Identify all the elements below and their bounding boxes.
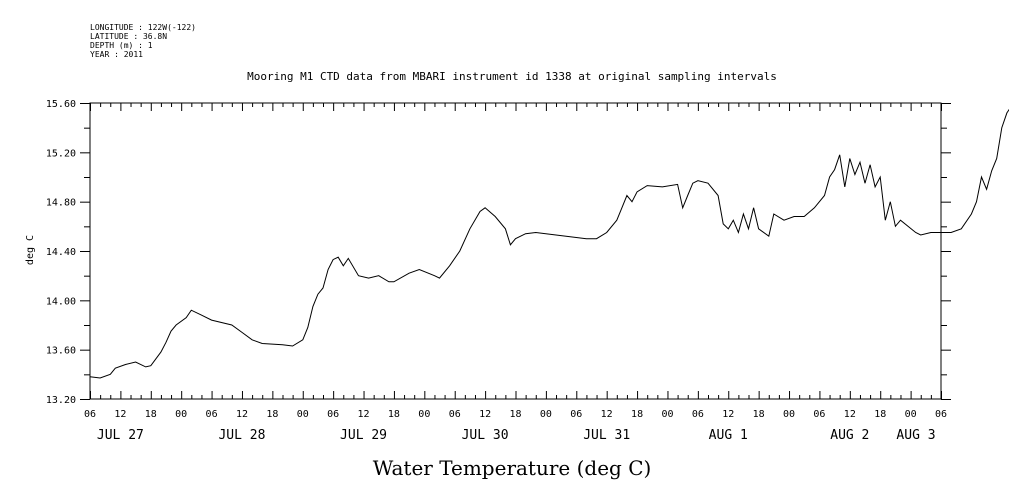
x-tick-labels: 06 12 18 00 06 12 18 00 06 12 18 00 06 12 18 00 06 12 18 00… xyxy=(84,409,947,420)
x-day-label: AUG 3 xyxy=(896,428,935,443)
x-tick-label: 00 xyxy=(297,409,309,420)
y-tick-label: 15.20 xyxy=(46,148,76,159)
x-tick-label: 06 xyxy=(206,409,218,420)
x-tick-label: 00 xyxy=(175,409,187,420)
x-tick-label: 12 xyxy=(844,409,856,420)
x-tick-label: 12 xyxy=(236,409,248,420)
x-tick-label: 06 xyxy=(84,409,96,420)
x-tick-label: 06 xyxy=(449,409,461,420)
metadata-block: LONGITUDE : 122W(-122) LATITUDE : 36.8N … xyxy=(90,23,196,59)
x-tick-label: 06 xyxy=(327,409,339,420)
x-tick-label: 06 xyxy=(692,409,704,420)
x-tick-label: 18 xyxy=(874,409,886,420)
x-tick-label: 00 xyxy=(418,409,430,420)
meta-year: YEAR : 2011 xyxy=(90,50,143,59)
x-tick-label: 12 xyxy=(479,409,491,420)
x-day-label: JUL 29 xyxy=(340,428,387,443)
x-tick-label: 12 xyxy=(114,409,126,420)
x-tick-label: 00 xyxy=(783,409,795,420)
y-tick-label: 13.20 xyxy=(46,395,76,406)
x-tick-label: 00 xyxy=(661,409,673,420)
x-tick-label: 06 xyxy=(570,409,582,420)
meta-longitude: LONGITUDE : 122W(-122) xyxy=(90,23,196,32)
x-tick-label: 00 xyxy=(905,409,917,420)
x-axis-label: Water Temperature (deg C) xyxy=(373,456,652,480)
x-tick-label: 18 xyxy=(753,409,765,420)
y-tick-labels: 13.20 13.60 14.00 14.40 14.80 15.20 15.60 xyxy=(46,99,76,406)
x-tick-label: 18 xyxy=(388,409,400,420)
water-temperature-line xyxy=(89,108,1009,379)
plot-frame xyxy=(89,102,942,400)
y-tick-label: 14.00 xyxy=(46,296,76,307)
y-tick-label: 13.60 xyxy=(46,346,76,357)
chart-title: Mooring M1 CTD data from MBARI instrumen… xyxy=(247,70,777,83)
meta-latitude: LATITUDE : 36.8N xyxy=(90,32,167,41)
x-tick-label: 12 xyxy=(358,409,370,420)
meta-depth: DEPTH (m) : 1 xyxy=(90,41,153,50)
x-day-labels: JUL 27 JUL 28 JUL 29 JUL 30 JUL 31 AUG 1 AUG 2… xyxy=(97,428,936,443)
x-day-label: JUL 30 xyxy=(462,428,509,443)
axis-ticks xyxy=(80,103,951,400)
x-day-label: JUL 27 xyxy=(97,428,144,443)
x-tick-label: 00 xyxy=(540,409,552,420)
x-tick-label: 18 xyxy=(509,409,521,420)
x-day-label: AUG 1 xyxy=(709,428,748,443)
y-tick-label: 14.40 xyxy=(46,247,76,258)
x-day-label: AUG 2 xyxy=(830,428,869,443)
y-axis-label: deg C xyxy=(25,235,36,265)
x-day-label: JUL 31 xyxy=(583,428,630,443)
x-tick-label: 12 xyxy=(601,409,613,420)
y-tick-label: 15.60 xyxy=(46,99,76,110)
y-tick-label: 14.80 xyxy=(46,198,76,209)
x-tick-label: 06 xyxy=(813,409,825,420)
x-tick-label: 12 xyxy=(722,409,734,420)
x-tick-label: 18 xyxy=(145,409,157,420)
x-tick-label: 18 xyxy=(631,409,643,420)
x-tick-label: 18 xyxy=(266,409,278,420)
x-day-label: JUL 28 xyxy=(218,428,265,443)
x-tick-label: 06 xyxy=(935,409,947,420)
